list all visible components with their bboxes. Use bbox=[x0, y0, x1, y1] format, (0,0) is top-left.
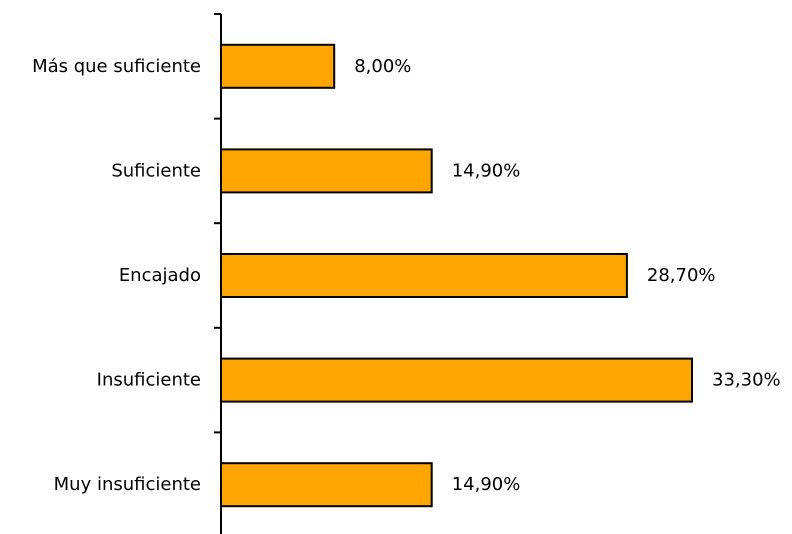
bar-insuficiente bbox=[220, 357, 693, 403]
bar-mas-que-suficiente bbox=[220, 43, 336, 89]
category-label-suficiente: Suficiente bbox=[111, 160, 201, 181]
category-label-encajado: Encajado bbox=[119, 265, 201, 286]
category-axis bbox=[214, 13, 222, 534]
value-label-encajado: 28,70% bbox=[647, 265, 716, 286]
category-label-insuficiente: Insuficiente bbox=[97, 370, 201, 391]
category-label-muy-insuficiente: Muy insuficiente bbox=[54, 474, 201, 495]
category-labels-group: Más que suficiente Suficiente Encajado Insu… bbox=[32, 56, 201, 495]
category-label-mas-que-suficiente: Más que suficiente bbox=[32, 56, 201, 77]
bar-muy-insuficiente bbox=[220, 462, 433, 508]
value-label-mas-que-suficiente: 8,00% bbox=[354, 56, 411, 77]
bar-suficiente bbox=[220, 148, 433, 194]
bars-group bbox=[220, 43, 693, 508]
value-label-insuficiente: 33,30% bbox=[712, 370, 781, 391]
value-label-suficiente: 14,90% bbox=[452, 160, 521, 181]
value-labels-group: 8,00% 14,90% 28,70% 33,30% 14,90% bbox=[354, 56, 780, 495]
bar-encajado bbox=[220, 253, 628, 298]
value-label-muy-insuficiente: 14,90% bbox=[452, 474, 521, 495]
